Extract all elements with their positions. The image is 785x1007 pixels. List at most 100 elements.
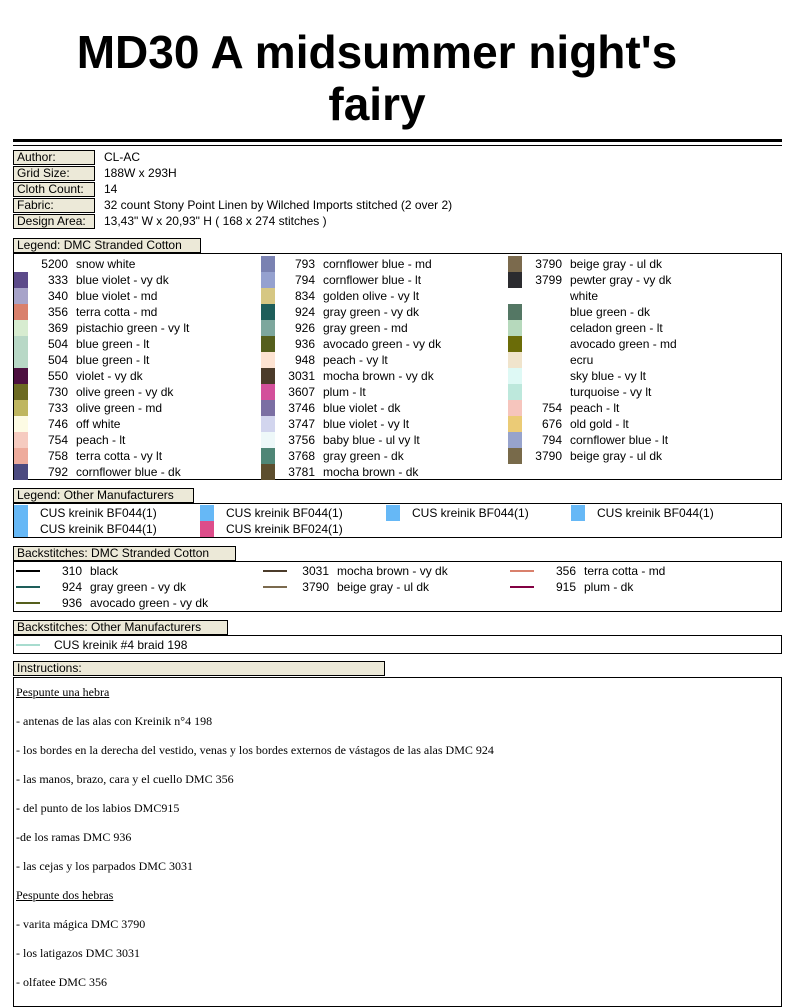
legend-item: 676 old gold - lt <box>508 416 748 432</box>
color-swatch <box>508 432 522 448</box>
legend-item: 746 off white <box>14 416 254 432</box>
color-swatch <box>508 384 522 400</box>
thread-code: 3790 <box>535 449 562 463</box>
instruction-line: - varita mágica DMC 3790 <box>16 917 146 931</box>
thread-code: 926 <box>294 321 315 335</box>
thread-code: 356 <box>47 305 68 319</box>
legend-item: CUS kreinik BF044(1) <box>200 505 380 521</box>
color-swatch <box>14 505 28 521</box>
backstitch-item: 3790 beige gray - ul dk <box>261 579 501 595</box>
color-swatch <box>508 400 522 416</box>
thread-code: 746 <box>47 417 68 431</box>
backstitch-dmc-box: 310 black 924 gray green - vy dk 936 avocado … <box>13 561 782 612</box>
legend-item: 794 cornflower blue - lt <box>261 272 501 288</box>
thread-code: 3746 <box>288 401 315 415</box>
color-swatch <box>261 384 275 400</box>
color-swatch <box>14 384 28 400</box>
legend-item: 3746 blue violet - dk <box>261 400 501 416</box>
instruction-heading: Pespunte dos hebras <box>16 888 114 902</box>
color-swatch <box>14 400 28 416</box>
legend-item: ecru <box>508 352 748 368</box>
thread-code: 3799 <box>535 273 562 287</box>
color-swatch <box>261 448 275 464</box>
thread-code: 310 <box>61 564 82 578</box>
legend-item: CUS kreinik BF044(1) <box>571 505 751 521</box>
legend-item: 758 terra cotta - vy lt <box>14 448 254 464</box>
instructions-box: Pespunte una hebra - antenas de las alas … <box>13 677 782 1007</box>
thread-name: cornflower blue - lt <box>323 273 422 287</box>
thread-name: avocado green - vy dk <box>323 337 442 351</box>
thread-code: 936 <box>294 337 315 351</box>
backstitch-item: 936 avocado green - vy dk <box>14 595 254 611</box>
color-swatch <box>14 320 28 336</box>
backstitch-line-swatch <box>16 644 40 646</box>
instruction-line: -de los ramas DMC 936 <box>16 830 132 844</box>
thread-name: plum - dk <box>584 580 634 594</box>
thread-name: gray green - vy dk <box>90 580 187 594</box>
thread-name: blue violet - dk <box>323 401 401 415</box>
thread-code: 948 <box>294 353 315 367</box>
legend-item: 792 cornflower blue - dk <box>14 464 254 480</box>
color-swatch <box>261 432 275 448</box>
color-swatch <box>261 368 275 384</box>
thread-name: blue violet - vy dk <box>76 273 169 287</box>
thread-name: black <box>90 564 119 578</box>
legend-item: CUS kreinik BF044(1) <box>14 521 194 537</box>
thread-code: 733 <box>47 401 68 415</box>
thread-name: old gold - lt <box>570 417 629 431</box>
legend-item: celadon green - lt <box>508 320 748 336</box>
color-swatch <box>14 432 28 448</box>
thread-name: peach - vy lt <box>323 353 388 367</box>
thread-name: gray green - dk <box>323 449 404 463</box>
thread-code: 676 <box>541 417 562 431</box>
color-swatch <box>508 272 522 288</box>
info-label: Fabric: <box>13 198 95 213</box>
color-swatch <box>261 464 275 480</box>
thread-name: CUS kreinik BF044(1) <box>40 506 157 520</box>
info-value: 32 count Stony Point Linen by Wilched Im… <box>104 198 453 212</box>
info-value: 188W x 293H <box>104 166 177 180</box>
legend-item: blue green - dk <box>508 304 748 320</box>
thread-name: CUS kreinik BF044(1) <box>412 506 529 520</box>
thread-name: cornflower blue - lt <box>570 433 669 447</box>
backstitch-item: 356 terra cotta - md <box>508 563 748 579</box>
thread-code: 3031 <box>302 564 329 578</box>
thread-name: baby blue - ul vy lt <box>323 433 420 447</box>
legend-item: 730 olive green - vy dk <box>14 384 254 400</box>
legend-item: 733 olive green - md <box>14 400 254 416</box>
thread-name: avocado green - vy dk <box>90 596 209 610</box>
title-divider-thin <box>13 145 782 146</box>
color-swatch <box>200 521 214 537</box>
legend-item: 5200 snow white <box>14 256 254 272</box>
legend-item: 369 pistachio green - vy lt <box>14 320 254 336</box>
color-swatch <box>261 304 275 320</box>
thread-code: 792 <box>47 465 68 479</box>
backstitch-item: 310 black <box>14 563 254 579</box>
thread-code: 504 <box>47 353 68 367</box>
thread-code: 915 <box>555 580 576 594</box>
thread-name: mocha brown - dk <box>323 465 419 479</box>
thread-name: pewter gray - vy dk <box>570 273 672 287</box>
legend-item: 924 gray green - vy dk <box>261 304 501 320</box>
thread-code: 3031 <box>288 369 315 383</box>
color-swatch <box>571 505 585 521</box>
legend-item: avocado green - md <box>508 336 748 352</box>
thread-name: peach - lt <box>76 433 126 447</box>
backstitch-line-swatch <box>16 570 40 572</box>
color-swatch <box>14 256 28 272</box>
thread-name: blue green - lt <box>76 337 150 351</box>
backstitch-item: CUS kreinik #4 braid 198 <box>14 637 314 653</box>
legend-item: CUS kreinik BF044(1) <box>14 505 194 521</box>
legend-item: 3607 plum - lt <box>261 384 501 400</box>
color-swatch <box>14 521 28 537</box>
thread-name: blue violet - vy lt <box>323 417 410 431</box>
thread-name: CUS kreinik BF044(1) <box>597 506 714 520</box>
thread-name: celadon green - lt <box>570 321 663 335</box>
thread-code: 924 <box>61 580 82 594</box>
legend-item: 3756 baby blue - ul vy lt <box>261 432 501 448</box>
legend-item: 3768 gray green - dk <box>261 448 501 464</box>
thread-code: 834 <box>294 289 315 303</box>
thread-name: blue violet - md <box>76 289 158 303</box>
page-title: MD30 A midsummer night's fairy <box>76 26 678 130</box>
thread-code: 356 <box>555 564 576 578</box>
